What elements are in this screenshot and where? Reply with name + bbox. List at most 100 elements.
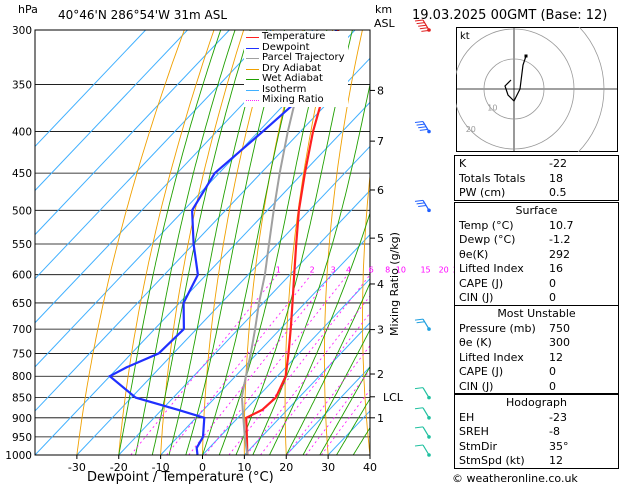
- mixing-ratio-line: [260, 312, 370, 455]
- km-tick-label: 7: [377, 135, 384, 148]
- mixing-ratio-line: [320, 389, 370, 455]
- row-key: Totals Totals: [459, 171, 526, 185]
- pressure-tick-label: 850: [12, 393, 32, 405]
- row-key: Temp (°C): [459, 218, 514, 232]
- legend-swatch: [246, 37, 259, 38]
- table-row: Lifted Index 16: [455, 261, 618, 276]
- table-row: StmDir 35°: [455, 439, 618, 454]
- mixing-ratio-axis-label: Mixing Ratio (g/kg): [388, 232, 401, 336]
- row-key: SREH: [459, 425, 489, 438]
- hodograph-table-title: Hodograph: [506, 396, 567, 409]
- wet-adiabat-line: [202, 30, 305, 455]
- row-key: Pressure (mb): [459, 321, 536, 335]
- wet-adiabat-line: [252, 82, 370, 455]
- row-value: 0.5: [549, 186, 567, 199]
- row-value: 0: [549, 379, 556, 393]
- legend-swatch: [246, 100, 259, 101]
- temperature-tick-label: 10: [237, 461, 251, 474]
- row-value: 0: [549, 276, 556, 290]
- legend-swatch: [246, 58, 259, 59]
- hodograph-unit: kt: [460, 31, 470, 42]
- km-tick-label: 5: [377, 232, 384, 245]
- row-key: PW (cm): [459, 186, 506, 199]
- hodograph-ring: [456, 28, 575, 150]
- row-value: -8: [549, 425, 560, 438]
- mixing-ratio-line: [305, 369, 370, 455]
- row-value: 12: [549, 454, 563, 467]
- wind-barb: [414, 426, 431, 439]
- pressure-tick-label: 700: [12, 324, 32, 336]
- km-tick-label: 2: [377, 368, 384, 381]
- dry-adiabat-line: [243, 30, 304, 455]
- asl-unit-label: ASL: [374, 17, 395, 30]
- dewpoint-trace: [107, 30, 338, 455]
- pressure-tick-label: 400: [12, 127, 32, 139]
- mixing-ratio-line: [204, 274, 348, 455]
- mixing-ratio-label: 1: [276, 266, 281, 275]
- temperature-tick-label: -30: [68, 461, 86, 474]
- row-value: 10.7: [549, 218, 574, 232]
- row-key: Lifted Index: [459, 350, 524, 364]
- isotherm-line: [202, 277, 370, 455]
- legend-label: Dry Adiabat: [262, 62, 322, 74]
- legend-item: Temperature: [246, 31, 345, 43]
- dry-adiabat-line: [118, 30, 215, 455]
- pressure-tick-label: 350: [12, 79, 32, 91]
- legend-label: Temperature: [262, 31, 326, 42]
- mixing-ratio-line: [188, 274, 333, 455]
- wet-adiabat-line: [269, 211, 370, 455]
- location-title: 40°46'N 286°54'W 31m ASL: [58, 8, 228, 22]
- chart-legend: Temperature Dewpoint Parcel Trajectory Dry …: [244, 31, 348, 107]
- row-value: -22: [549, 157, 567, 170]
- dry-adiabat-line: [362, 171, 370, 455]
- table-row: SREH -8: [455, 424, 618, 439]
- mixing-ratio-line: [228, 274, 370, 455]
- surface-title: Surface: [515, 204, 558, 217]
- row-value: 300: [549, 336, 570, 349]
- row-value: 292: [549, 247, 570, 261]
- wind-barb: [414, 199, 431, 213]
- mixing-ratio-line: [166, 274, 312, 455]
- pressure-tick-label: 900: [12, 413, 32, 425]
- row-key: θe (K): [459, 336, 492, 349]
- table-row: StmSpd (kt) 12: [455, 453, 618, 468]
- hodograph-ring-label: 10: [487, 104, 497, 113]
- table-row: CIN (J) 0: [455, 290, 618, 305]
- isotherm-line: [35, 101, 370, 455]
- wet-adiabat-line: [118, 30, 222, 455]
- km-tick-label: 8: [377, 84, 384, 97]
- row-key: CAPE (J): [459, 276, 504, 290]
- wet-adiabat-line: [319, 365, 370, 455]
- row-value: 12: [549, 350, 563, 364]
- dry-adiabat-line: [160, 30, 245, 455]
- legend-swatch: [246, 79, 259, 80]
- legend-label: Parcel Trajectory: [262, 52, 345, 63]
- mixing-ratio-label: 20: [439, 266, 449, 275]
- pressure-tick-label: 750: [12, 348, 32, 360]
- isotherm-line: [76, 145, 370, 455]
- isotherm-line: [35, 30, 188, 192]
- pressure-tick-label: 300: [12, 25, 32, 37]
- row-value: 0: [549, 291, 556, 304]
- pressure-tick-label: 800: [12, 371, 32, 383]
- wind-barb: [414, 444, 431, 457]
- row-value: 18: [549, 171, 563, 185]
- wet-adiabat-line: [135, 30, 236, 455]
- temperature-tick-label: -10: [152, 461, 170, 474]
- row-key: StmSpd (kt): [459, 454, 525, 467]
- table-row: K -22: [455, 156, 618, 171]
- indices-panel: K -22 Totals Totals 18 PW (cm) 0.5: [454, 155, 619, 201]
- temperature-tick-label: 30: [321, 461, 335, 474]
- mixing-ratio-label: 4: [346, 266, 351, 275]
- pressure-tick-label: 950: [12, 432, 32, 444]
- legend-label: Dewpoint: [262, 41, 310, 53]
- table-row: Lifted Index 12: [455, 350, 618, 365]
- parcel-trajectory-trace: [240, 30, 319, 455]
- isotherm-line: [35, 30, 272, 280]
- isotherm-line: [35, 30, 230, 236]
- hodograph-ring: [577, 27, 605, 152]
- row-key: StmDir: [459, 439, 498, 453]
- wind-barb: [414, 407, 431, 420]
